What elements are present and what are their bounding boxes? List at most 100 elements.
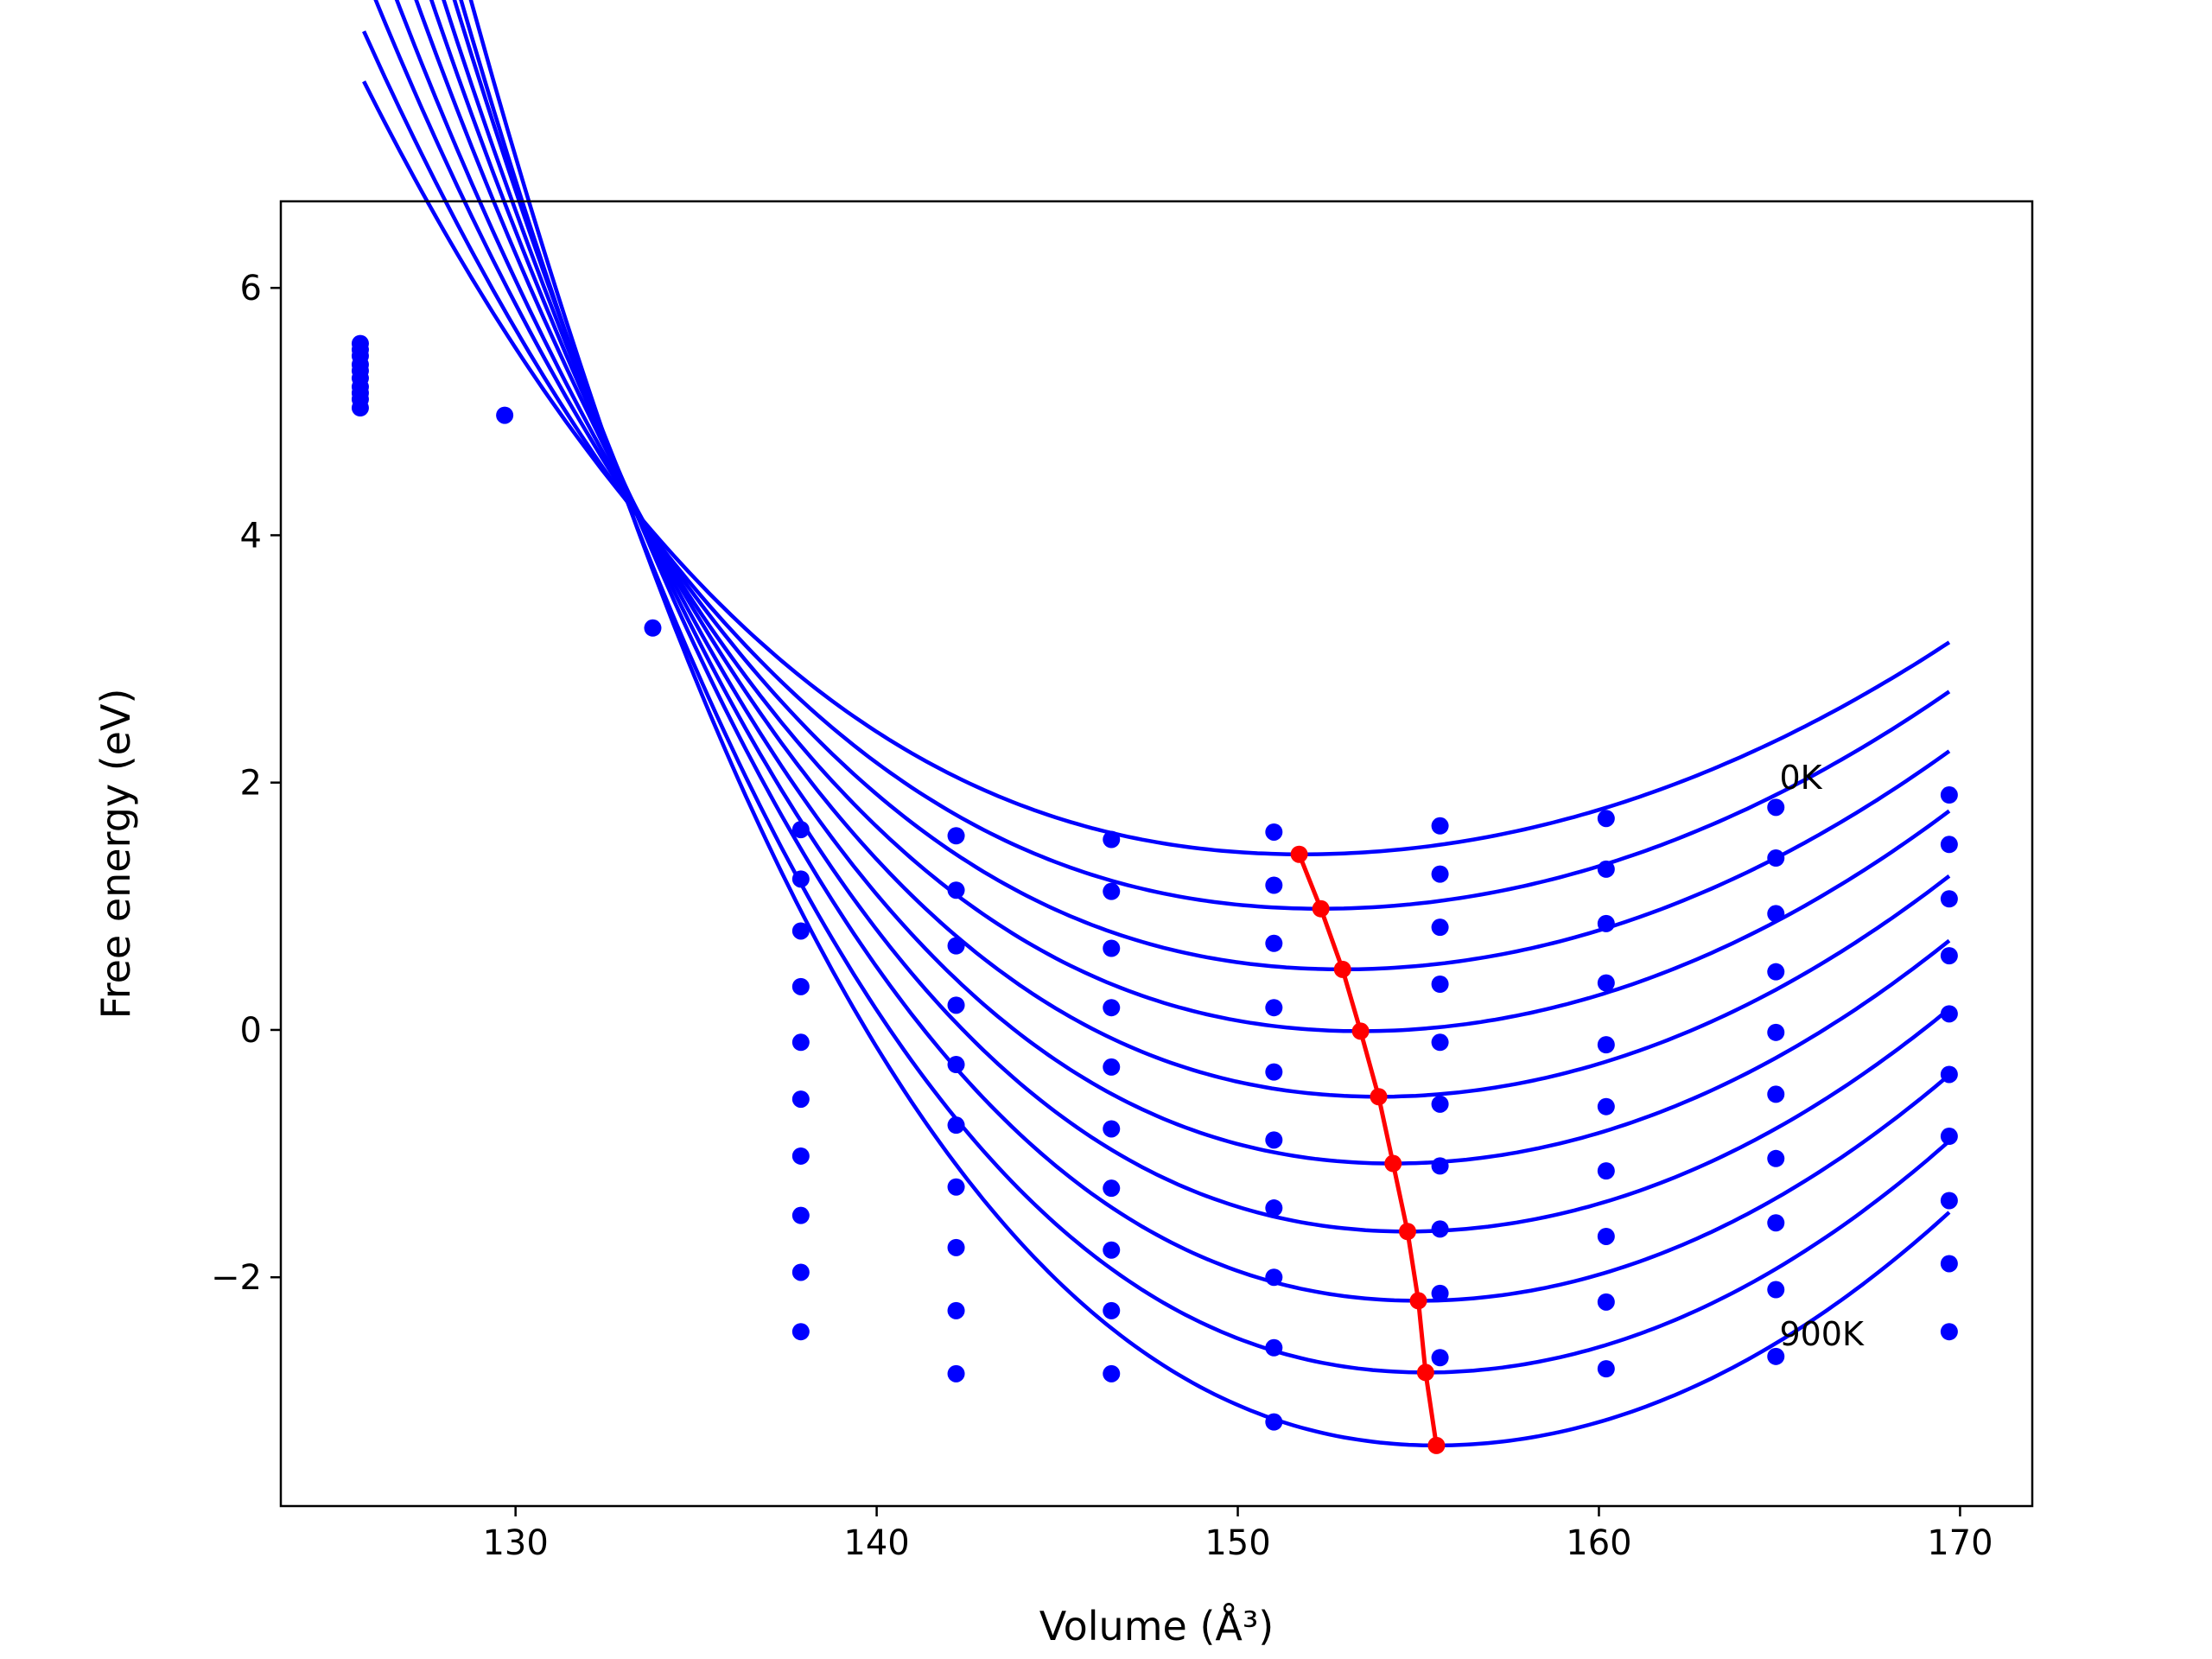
x-tick-label-2: 150: [1205, 1523, 1270, 1563]
data-point-s5-v8: [1597, 1097, 1615, 1116]
data-point-s9-v6: [1265, 1413, 1283, 1431]
data-point-s3-v9: [1767, 963, 1785, 981]
data-point-s1-v10: [1940, 836, 1958, 854]
data-point-s2-v3: [791, 922, 810, 940]
data-point-s8-v7: [1431, 1284, 1449, 1302]
data-point-s4-v6: [1265, 1063, 1283, 1081]
data-point-s8-v10: [1940, 1255, 1958, 1273]
data-point-s0-v1: [496, 406, 514, 424]
data-point-s8-v5: [1103, 1301, 1121, 1319]
data-point-s3-v3: [791, 977, 810, 995]
y-tick-label-1: 0: [240, 1011, 262, 1051]
x-tick-label-0: 130: [482, 1523, 548, 1563]
y-tick-label-4: 6: [240, 269, 262, 308]
data-point-s4-v4: [947, 1056, 965, 1074]
plot-frame: [279, 200, 2034, 1508]
data-point-s9-v7: [1431, 1349, 1449, 1367]
data-point-s0-v5: [1103, 830, 1121, 849]
data-point-s5-v7: [1431, 1095, 1449, 1113]
x-axis-ticks: 130 140 150 160 170: [482, 1506, 1993, 1563]
data-point-s8-v4: [947, 1301, 965, 1319]
data-point-s3-v4: [947, 996, 965, 1014]
y-axis-label: Free energy (eV): [92, 689, 139, 1020]
data-point-s2-v10: [1940, 890, 1958, 908]
data-point-s4-v10: [1940, 1005, 1958, 1023]
data-point-s6-v5: [1103, 1179, 1121, 1198]
minimum-point-4: [1370, 1088, 1388, 1106]
data-point-s6-v4: [947, 1178, 965, 1196]
data-point-s7-v8: [1597, 1227, 1615, 1245]
data-point-s1-v8: [1597, 860, 1615, 878]
data-point-s4-v5: [1103, 1058, 1121, 1076]
data-point-s2-v4: [947, 937, 965, 955]
data-point-s5-v9: [1767, 1085, 1785, 1103]
fit-curve-7: [452, 0, 1951, 1303]
minimum-point-9: [1427, 1436, 1446, 1454]
data-point-s1-v4: [947, 881, 965, 899]
data-point-s3-v10: [1940, 947, 1958, 965]
minimum-point-1: [1312, 899, 1330, 918]
y-tick-label-0: −2: [211, 1258, 262, 1298]
x-tick-label-1: 140: [843, 1523, 909, 1563]
data-point-s8-v6: [1265, 1338, 1283, 1357]
x-tick-label-4: 170: [1927, 1523, 1993, 1563]
data-point-s2-v9: [1767, 905, 1785, 923]
data-point-s8-v9: [1767, 1281, 1785, 1299]
data-point-s1-v7: [1431, 865, 1449, 883]
minimum-point-7: [1409, 1292, 1427, 1310]
data-point-s0-v3: [791, 821, 810, 839]
data-point-s9-v8: [1597, 1360, 1615, 1378]
fit-curve-9: [468, 0, 1951, 1448]
data-point-s1-v5: [1103, 882, 1121, 900]
data-point-s0-v6: [1265, 823, 1283, 841]
minimum-energy-path: [1290, 845, 1446, 1454]
data-point-s7-v6: [1265, 1268, 1283, 1287]
data-point-s4-v7: [1431, 1033, 1449, 1052]
data-point-s2-v7: [1431, 918, 1449, 937]
minimum-path-line: [1297, 853, 1439, 1446]
data-point-s1-v9: [1767, 849, 1785, 868]
data-point-s5-v10: [1940, 1065, 1958, 1084]
data-point-s1-v3: [791, 870, 810, 888]
data-point-s4-v9: [1767, 1023, 1785, 1041]
data-point-s6-v9: [1767, 1149, 1785, 1167]
data-point-s9-v4: [947, 1364, 965, 1382]
minimum-point-2: [1333, 960, 1351, 978]
data-point-s7-v3: [791, 1206, 810, 1224]
data-point-s3-v6: [1265, 999, 1283, 1017]
data-point-s9-v10: [1940, 1323, 1958, 1341]
data-point-s5-v4: [947, 1116, 965, 1135]
annotation-0k: 0K: [1779, 759, 1822, 797]
data-point-s0-v4: [947, 827, 965, 845]
data-point-s7-v4: [947, 1238, 965, 1256]
data-point-s3-v8: [1597, 974, 1615, 992]
data-point-s2-v5: [1103, 939, 1121, 957]
data-point-s5-v5: [1103, 1120, 1121, 1138]
data-points: [351, 334, 1958, 1431]
data-point-s2-v6: [1265, 934, 1283, 952]
y-tick-label-2: 2: [240, 764, 262, 804]
minimum-point-5: [1384, 1154, 1402, 1173]
data-point-s4-v8: [1597, 1036, 1615, 1054]
data-point-s0-v2: [644, 619, 662, 637]
data-point-s0-v9: [1767, 798, 1785, 817]
data-point-s5-v3: [791, 1090, 810, 1109]
data-point-s7-v10: [1940, 1192, 1958, 1210]
minimum-point-8: [1416, 1363, 1434, 1382]
data-point-s0-v10: [1940, 786, 1958, 804]
data-point-s2-v8: [1597, 914, 1615, 932]
data-point-s3-v5: [1103, 999, 1121, 1017]
data-point-s9-v5: [1103, 1364, 1121, 1382]
fit-curves: [362, 0, 1951, 1448]
data-point-s0-v8: [1597, 810, 1615, 828]
minimum-point-6: [1398, 1223, 1416, 1241]
data-point-s5-v6: [1265, 1131, 1283, 1149]
data-point-s3-v7: [1431, 976, 1449, 993]
x-axis-label: Volume (Å³): [1039, 1603, 1274, 1649]
data-point-s6-v7: [1431, 1157, 1449, 1175]
x-tick-label-3: 160: [1566, 1523, 1631, 1563]
y-axis-ticks: −2 0 2 4 6: [211, 269, 281, 1298]
y-tick-label-3: 4: [240, 516, 262, 556]
